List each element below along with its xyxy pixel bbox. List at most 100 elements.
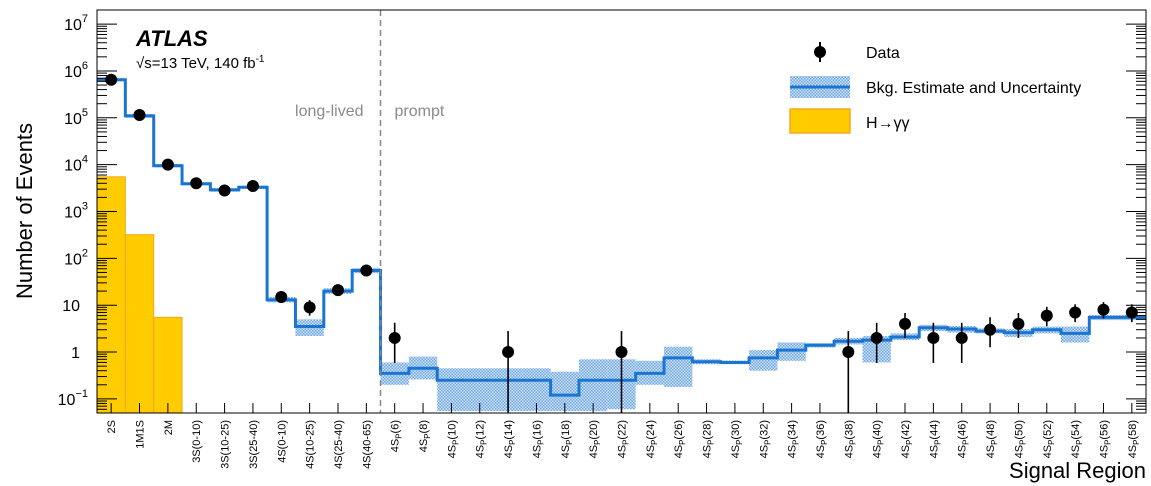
uncertainty-band (777, 342, 806, 361)
x-tick-subscript: P (990, 440, 999, 445)
data-point (161, 158, 174, 171)
x-tick-suffix: (26) (673, 420, 685, 440)
data-point (927, 331, 940, 344)
y-tick-base: 10 (64, 111, 82, 128)
x-tick-label: 4SP(54) (1070, 420, 1084, 458)
x-tick-suffix: (42) (900, 420, 912, 440)
x-tick-label: 3S(25-40) (248, 420, 260, 469)
x-tick-main: 1M1S (135, 420, 147, 449)
x-tick-main: 4S (645, 445, 657, 458)
x-tick-main: 4S (872, 445, 884, 458)
x-tick-subscript: P (1103, 440, 1112, 445)
y-tick-exponent: 7 (82, 13, 88, 25)
x-tick-subscript: P (735, 440, 744, 445)
x-tick-subscript: P (565, 440, 574, 445)
x-tick-subscript: P (1018, 440, 1027, 445)
y-tick-base: 10 (64, 158, 82, 175)
x-tick-main: 3S(25-40) (248, 420, 260, 469)
x-tick-suffix: (46) (957, 420, 969, 440)
x-tick-suffix: (28) (702, 420, 714, 440)
y-tick-label: 1 (71, 345, 80, 362)
x-tick-suffix: (50) (1013, 420, 1025, 440)
x-tick-label: 4SP(38) (843, 420, 857, 458)
data-point (1097, 303, 1110, 316)
x-tick-suffix: (58) (1127, 420, 1139, 440)
data-point (615, 346, 628, 359)
x-tick-label: 4SP(34) (787, 420, 801, 458)
x-tick-subscript: P (650, 440, 659, 445)
x-tick-label: 4SP(18) (560, 420, 574, 458)
data-point (303, 301, 316, 314)
data-points (105, 73, 1138, 413)
data-point (984, 323, 997, 336)
x-tick-subscript: P (593, 440, 602, 445)
y-tick-exponent: 6 (82, 60, 88, 72)
x-tick-suffix: (54) (1070, 420, 1082, 440)
energy-lumi-label: √s=13 TeV, 140 fb-1 (136, 54, 265, 72)
y-tick-label: 10−1 (58, 388, 88, 409)
x-tick-main: 4S (503, 445, 515, 458)
x-tick-suffix: (52) (1042, 420, 1054, 440)
x-tick-main: 3S(0-10) (191, 420, 203, 463)
x-tick-main: 4S(25-40) (333, 420, 345, 469)
legend-data-marker (814, 46, 826, 58)
x-tick-suffix: (6) (390, 420, 402, 433)
x-tick-subscript: P (536, 440, 545, 445)
x-tick-main: 3S(10-25) (220, 420, 232, 469)
legend-bkg-label: Bkg. Estimate and Uncertainty (866, 80, 1081, 97)
signal-bar (96, 176, 126, 414)
x-tick-main: 4S (758, 445, 770, 458)
signal-histogram (96, 176, 183, 414)
y-tick-base: 10 (64, 64, 82, 81)
data-point (218, 184, 231, 197)
y-tick-label: 107 (64, 13, 88, 34)
x-tick-subscript: P (622, 440, 631, 445)
legend-signal-label: H→γγ (866, 115, 910, 132)
x-tick-subscript: P (877, 440, 886, 445)
uncertainty-band (664, 346, 693, 387)
x-tick-subscript: P (1132, 440, 1141, 445)
x-tick-main: 4S (531, 445, 543, 458)
legend-signal-swatch (789, 108, 851, 134)
data-point (360, 264, 373, 277)
x-tick-label: 2M (163, 420, 175, 435)
x-tick-suffix: (14) (503, 420, 515, 440)
x-tick-main: 4S (390, 439, 402, 452)
x-tick-label: 4SP(36) (815, 420, 829, 458)
x-tick-subscript: P (792, 440, 801, 445)
data-point (870, 331, 883, 344)
x-tick-label: 4SP(50) (1013, 420, 1027, 458)
x-tick-label: 2S (106, 420, 118, 433)
y-tick-label: 10 (62, 298, 80, 315)
y-tick-base: 10 (64, 205, 82, 222)
data-point (502, 346, 515, 359)
x-tick-label: 4SP(28) (702, 420, 716, 458)
y-tick-label: 106 (64, 60, 88, 81)
x-tick-main: 4S (1127, 445, 1139, 458)
x-tick-label: 4SP(12) (475, 420, 489, 458)
data-point (388, 331, 401, 344)
x-tick-label: 4SP(32) (758, 420, 772, 458)
x-tick-main: 4S (928, 445, 940, 458)
x-tick-label: 4SP(6) (390, 420, 404, 452)
x-tick-subscript: P (1047, 440, 1056, 445)
x-tick-label: 4SP(8) (418, 420, 432, 452)
data-point (842, 346, 855, 359)
y-tick-base: 10 (64, 17, 82, 34)
x-tick-suffix: (22) (617, 420, 629, 440)
x-tick-suffix: (20) (588, 420, 600, 440)
lumi-exponent: -1 (256, 54, 265, 65)
x-tick-suffix: (40) (872, 420, 884, 440)
data-point (1040, 309, 1053, 322)
x-tick-suffix: (56) (1098, 420, 1110, 440)
data-point (190, 177, 203, 190)
x-tick-main: 4S (446, 445, 458, 458)
x-tick-main: 4S (843, 445, 855, 458)
y-tick-exponent: 3 (82, 201, 88, 213)
axis-ticks (97, 9, 1146, 414)
x-tick-label: 4S(40-65) (361, 420, 373, 469)
x-tick-label: 4SP(10) (446, 420, 460, 458)
y-tick-base: 1 (71, 345, 80, 362)
